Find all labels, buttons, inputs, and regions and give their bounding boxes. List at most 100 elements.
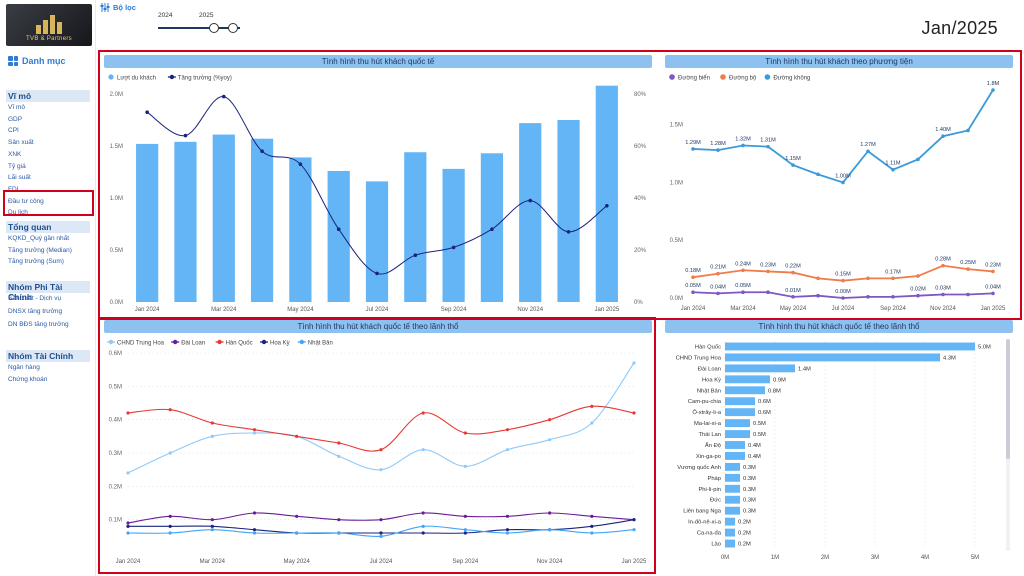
sidebar-link[interactable]: GDP: [8, 115, 23, 123]
sidebar-link[interactable]: DNSX tăng trưởng: [8, 308, 63, 316]
bar: [725, 539, 735, 548]
sidebar-link[interactable]: Sản xuất: [8, 139, 34, 147]
transport-point: [816, 172, 820, 177]
territory-point: [126, 531, 130, 535]
category-label: Xin-ga-po: [696, 454, 721, 460]
transport-point: [791, 270, 795, 275]
sidebar-link[interactable]: CPI: [8, 127, 19, 135]
data-label: 0.15M: [835, 272, 851, 278]
data-label: 1.15M: [785, 156, 801, 162]
x-tick-label: 4M: [921, 555, 929, 561]
territory-point: [295, 531, 299, 535]
territory-point: [168, 524, 172, 528]
transport-point: [891, 167, 895, 172]
data-label: 0.05M: [735, 283, 751, 289]
territory-point: [337, 441, 341, 445]
x-tick-label: Mar 2024: [211, 307, 237, 313]
x-tick-label: 1M: [771, 555, 779, 561]
territory-point: [168, 408, 172, 412]
legend-label: Đài Loan: [181, 340, 205, 346]
bar: [725, 441, 745, 449]
sidebar-link[interactable]: Tỷ giá: [8, 162, 26, 170]
menu-heading: Danh mục: [8, 56, 66, 66]
territory-point: [463, 431, 467, 435]
legend-label: CHND Trung Hoa: [117, 340, 165, 346]
menu-title: Danh mục: [22, 56, 66, 66]
panel-title-territory-lines: Tình hình thu hút khách quốc tế theo lãn…: [104, 320, 652, 333]
bar: [725, 484, 740, 493]
sidebar-section-title: Nhóm Tài Chính: [6, 350, 90, 362]
territory-point: [548, 438, 552, 442]
x-tick-label: May 2024: [283, 559, 310, 565]
tourists-combo-chart: Lượt du khách Tăng trưởng (%yoy) 0.0M 0.5M 1…: [108, 74, 647, 313]
territory-point: [421, 411, 425, 415]
category-label: Pháp: [707, 476, 721, 482]
value-label: 0.5M: [753, 421, 766, 427]
territory-point: [632, 411, 636, 415]
category-label: Ma-lai-xi-a: [694, 421, 722, 427]
sidebar-link[interactable]: KQKD_Quý gần nhất: [8, 235, 70, 242]
territory-line-chart: CHND Trung Hoa Đài Loan Hàn Quốc Hoa Kỳ Nhật…: [107, 339, 647, 565]
y-tick-label: 0.0M: [110, 300, 123, 306]
territory-line: [127, 362, 635, 474]
data-label: 0.21M: [710, 265, 726, 271]
territory-point: [295, 514, 299, 518]
date-range-slider[interactable]: [158, 27, 240, 29]
legend-marker: [764, 74, 771, 80]
transport-point: [991, 291, 995, 296]
territory-line: [127, 405, 635, 452]
sidebar-link[interactable]: XNK: [8, 150, 22, 158]
sidebar-link[interactable]: Lãi suất: [8, 174, 31, 182]
legend-label: Đường bộ: [729, 75, 757, 81]
sidebar-link[interactable]: FDI: [8, 185, 19, 193]
y-tick-label: 1.0M: [670, 180, 683, 186]
transport-point: [941, 292, 945, 297]
sidebar-section-title: Vĩ mô: [6, 90, 90, 102]
bar: [725, 419, 750, 428]
bar: [442, 168, 465, 302]
slider-end-label: 2025: [199, 12, 214, 19]
transport-point: [766, 269, 770, 274]
logo-bars-icon: [36, 12, 62, 34]
bar: [289, 157, 312, 302]
territory-point: [252, 511, 257, 515]
x-tick-label: Jan 2025: [594, 307, 619, 313]
territory-point: [505, 448, 510, 452]
territory-point: [168, 451, 172, 455]
bar: [725, 517, 735, 526]
slider-start-handle[interactable]: [209, 23, 219, 33]
sidebar-section-title: Nhóm Phi Tài Chính: [6, 281, 90, 302]
territory-point: [421, 531, 425, 535]
sidebar-link[interactable]: Du lịch: [8, 209, 28, 217]
sidebar-link[interactable]: Tăng trưởng (Sum): [8, 258, 64, 266]
value-label: 0.5M: [753, 432, 766, 438]
data-label: 0.00M: [835, 289, 851, 295]
transport-point: [766, 290, 770, 295]
sidebar-link[interactable]: DN BĐS tăng trưởng: [8, 321, 69, 329]
x-tick-label: Mar 2024: [730, 306, 756, 312]
transport-point: [741, 268, 745, 273]
sidebar-link[interactable]: Sản xuất - Dịch vụ: [8, 295, 62, 302]
sidebar-link[interactable]: Vĩ mô: [8, 104, 25, 111]
filter-button[interactable]: Bộ lọc: [100, 3, 136, 12]
data-label: 0.02M: [910, 287, 926, 293]
transport-point: [966, 292, 970, 297]
y-tick-label: 1.5M: [670, 123, 683, 129]
territory-point: [463, 528, 467, 532]
transport-line-chart: Đường biển Đường bộ Đường không 0.0M 0.5M 1.0…: [669, 74, 1006, 312]
slider-end-handle[interactable]: [228, 23, 238, 33]
x-tick-label: Nov 2024: [930, 306, 956, 312]
sidebar-link[interactable]: Ngân hàng: [8, 364, 40, 371]
sidebar-link[interactable]: Đầu tư công: [8, 197, 44, 205]
sidebar-link[interactable]: Chứng khoán: [8, 375, 48, 383]
transport-point: [716, 291, 720, 296]
data-label: 0.18M: [685, 268, 701, 274]
transport-point: [991, 269, 995, 274]
x-tick-label: Sep 2024: [880, 306, 906, 312]
x-tick-label: Nov 2024: [517, 307, 543, 313]
bar: [595, 85, 618, 303]
territory-point: [421, 511, 425, 515]
territory-point: [590, 514, 594, 518]
sidebar-link[interactable]: Tăng trưởng (Median): [8, 246, 72, 254]
territory-point: [295, 434, 299, 438]
